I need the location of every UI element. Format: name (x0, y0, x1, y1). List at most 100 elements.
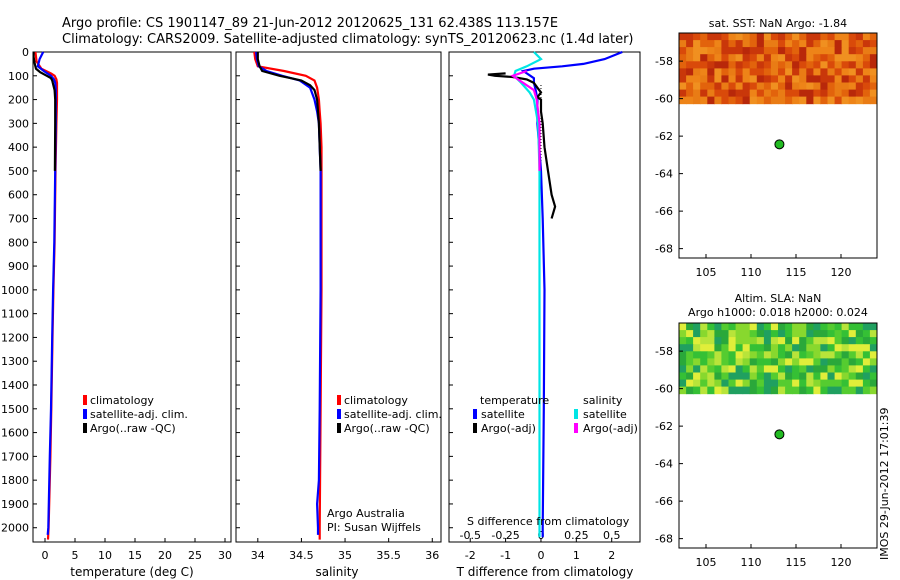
x-tick-label: 20 (158, 549, 172, 562)
map-x-tick-label: 120 (831, 556, 852, 569)
map-cell (862, 82, 871, 91)
map-cell (827, 379, 836, 388)
map-cell (855, 33, 864, 41)
map-cell (742, 75, 751, 83)
s-tick-label: 0.25 (564, 529, 589, 542)
map-cell (834, 54, 843, 62)
map-cell (862, 323, 871, 331)
x-tick-label: 36 (425, 549, 439, 562)
map-cell (820, 40, 828, 48)
map-cell (735, 372, 744, 381)
map-cell (714, 351, 722, 359)
map-cell (728, 323, 737, 331)
map-cell (869, 40, 878, 48)
map-cell (686, 40, 694, 48)
map-cell (778, 323, 786, 331)
map-cell (855, 82, 864, 91)
map-cell (806, 68, 814, 76)
map-cell (799, 61, 807, 69)
map-cell (792, 386, 800, 395)
map-cell (799, 40, 807, 48)
map-cell (778, 379, 786, 388)
map-cell (770, 47, 779, 55)
map-cell (778, 89, 786, 98)
map-cell (813, 386, 821, 395)
map-cell (721, 68, 729, 76)
x-tick-label: 15 (128, 549, 142, 562)
map-cell (834, 68, 843, 76)
map-cell (834, 40, 843, 48)
map-cell (756, 344, 765, 352)
map-cell (841, 68, 850, 76)
map-cell (792, 54, 800, 62)
map-cell (756, 379, 765, 388)
map-cell (749, 386, 758, 395)
map-cell (834, 358, 843, 366)
map-cell (848, 358, 857, 366)
map-x-tick-label: 115 (786, 266, 807, 279)
map-cell (862, 365, 871, 373)
map-x-tick-label: 110 (741, 556, 762, 569)
map-cell (799, 379, 807, 388)
map-cell (693, 365, 701, 373)
map-cell (785, 351, 793, 359)
legend-swatch-argo (83, 423, 87, 433)
map-cell (806, 75, 814, 83)
map-cell (707, 47, 715, 55)
map-cell (707, 344, 715, 352)
map-cell (742, 351, 751, 359)
y-tick-label: 700 (8, 213, 29, 226)
map-cell (770, 89, 779, 98)
map-cell (827, 365, 836, 373)
map-cell (785, 344, 793, 352)
map-cell (707, 379, 715, 388)
map-x-tick-label: 105 (696, 556, 717, 569)
map-cell (693, 61, 701, 69)
map-cell (721, 40, 729, 48)
map-cell (848, 337, 857, 345)
map-cell (728, 372, 737, 381)
map-cell (770, 68, 779, 76)
map-cell (827, 337, 836, 345)
map-cell (735, 47, 744, 55)
map-cell (686, 82, 694, 91)
map-cell (813, 323, 821, 331)
map-cell (820, 337, 828, 345)
map-cell (700, 68, 708, 76)
map-cell (792, 96, 800, 105)
map-cell (813, 358, 821, 366)
map-cell (679, 365, 687, 373)
map-cell (728, 61, 737, 69)
map-cell (792, 337, 800, 345)
map-cell (820, 68, 828, 76)
legend-title-salinity: salinity (583, 394, 623, 407)
s-tick-label: 0 (537, 529, 544, 542)
map-cell (735, 365, 744, 373)
map-cell (735, 379, 744, 388)
map-cell (763, 75, 772, 83)
map-cell (749, 33, 758, 41)
map-cell (792, 379, 800, 388)
map-cell (756, 351, 765, 359)
map-cell (848, 75, 857, 83)
map-cell (834, 96, 843, 105)
map-cell (792, 82, 800, 91)
sla-map-plot: -58 -60 -62 -64 -66 -68 105 110 115 120 (655, 322, 878, 569)
map-cell (700, 386, 708, 395)
map-cell (869, 89, 878, 98)
map-cell (799, 330, 807, 338)
map-cell (792, 61, 800, 69)
map-cell (785, 330, 793, 338)
map-cell (756, 82, 765, 91)
map-cell (841, 89, 850, 98)
map-cell (763, 68, 772, 76)
map-cell (813, 47, 821, 55)
y-tick-label: 0 (22, 46, 29, 59)
map-cell (834, 372, 843, 381)
map-cell (679, 75, 687, 83)
map-cell (806, 330, 814, 338)
map-cell (806, 89, 814, 98)
map-cell (813, 344, 821, 352)
map-cell (742, 372, 751, 381)
map-cell (869, 323, 878, 331)
